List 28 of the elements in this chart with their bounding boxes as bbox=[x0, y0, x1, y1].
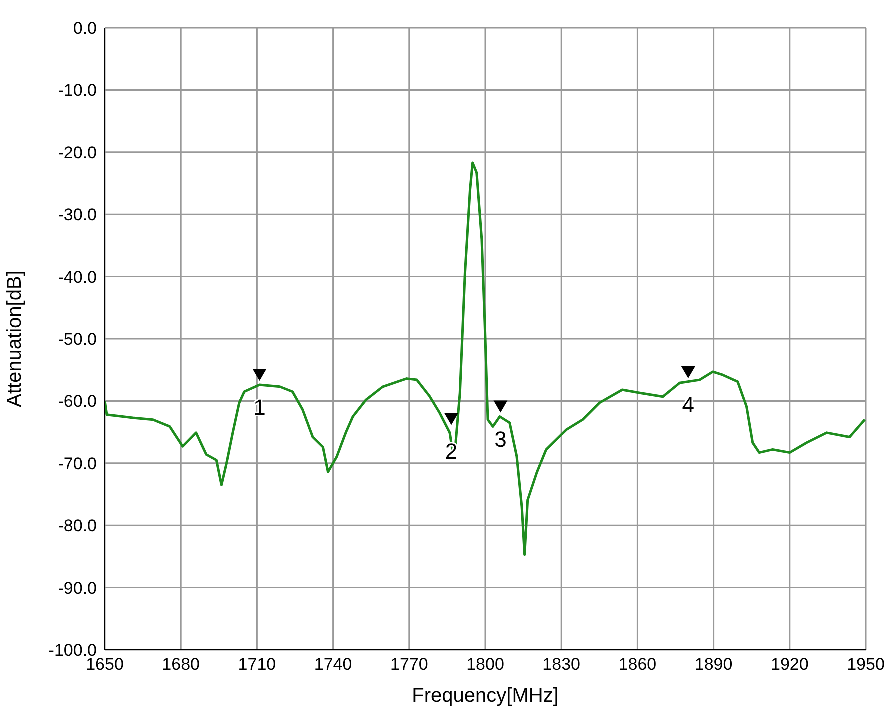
y-tick-label: -90.0 bbox=[58, 578, 97, 598]
line-series bbox=[105, 162, 866, 556]
y-tick-label: -20.0 bbox=[58, 143, 97, 162]
x-axis-title: Frequency[MHz] bbox=[412, 685, 559, 707]
x-tick-label: 1890 bbox=[694, 655, 733, 674]
x-tick-label: 1950 bbox=[847, 655, 885, 674]
x-tick-label: 1860 bbox=[618, 655, 657, 674]
y-tick-label: -30.0 bbox=[58, 206, 97, 225]
annotation: 3 bbox=[494, 426, 507, 452]
y-tick-label: -70.0 bbox=[58, 454, 97, 474]
x-tick-label: 1710 bbox=[238, 655, 276, 674]
y-tick-label: 0.0 bbox=[73, 19, 97, 38]
x-tick-label: 1800 bbox=[466, 655, 504, 674]
x-tick-label: 1770 bbox=[390, 655, 428, 674]
annotation: 4 bbox=[682, 392, 695, 418]
x-tick-label: 1740 bbox=[314, 655, 352, 674]
x-tick-label: 1680 bbox=[162, 655, 200, 674]
y-tick-label: -40.0 bbox=[58, 268, 97, 287]
y-tick-label: -10.0 bbox=[58, 81, 97, 100]
y-tick-label: -50.0 bbox=[58, 330, 97, 350]
y-tick-label: -60.0 bbox=[58, 392, 97, 412]
x-tick-label: 1920 bbox=[770, 655, 809, 674]
annotation: 1 bbox=[254, 395, 266, 420]
x-tick-label: 1830 bbox=[542, 655, 581, 674]
y-axis-title: Attenuation[dB] bbox=[4, 270, 26, 408]
annotation: 2 bbox=[445, 439, 458, 464]
y-tick-label: -80.0 bbox=[58, 516, 97, 536]
x-tick-label: 1650 bbox=[86, 655, 124, 674]
